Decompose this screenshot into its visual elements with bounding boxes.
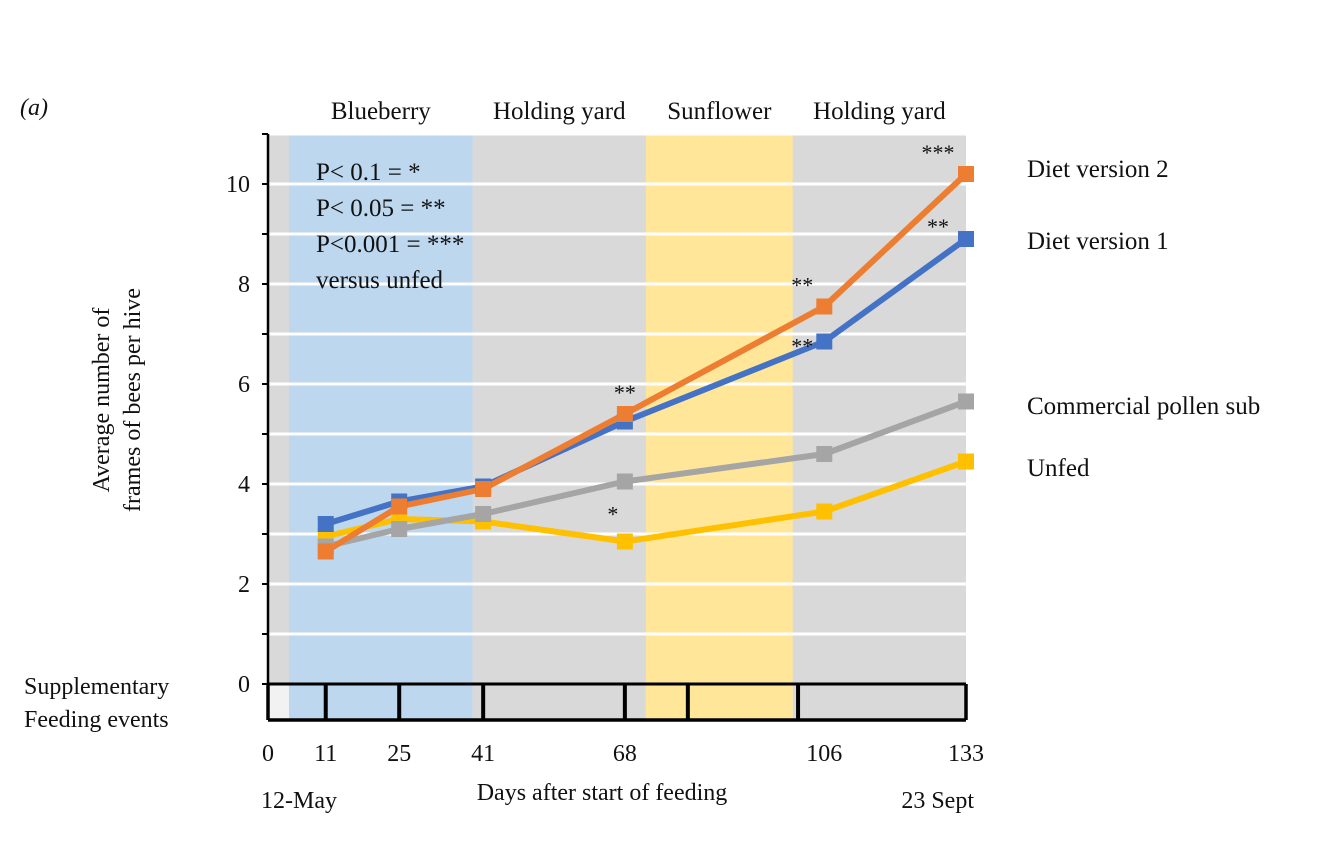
x-tick-label: 68	[613, 741, 637, 767]
date-end-label: 23 Sept	[901, 788, 974, 814]
data-point-commercial-pollen-sub	[616, 473, 633, 490]
y-tick-label: 0	[238, 672, 250, 698]
data-point-commercial-pollen-sub	[958, 393, 974, 410]
data-point-diet-version-2	[616, 406, 633, 422]
data-point-diet-version-2	[816, 298, 833, 315]
y-tick-label: 4	[238, 472, 250, 498]
data-point-diet-version-2	[475, 481, 492, 497]
season-band-sunflower	[645, 134, 793, 720]
season-label-sunflower: Sunflower	[667, 98, 772, 125]
y-tick-label: 10	[226, 172, 250, 198]
significance-note-line: P< 0.05 = **	[316, 195, 446, 222]
series-line-commercial-pollen-sub	[325, 398, 968, 550]
data-point-commercial-pollen-sub	[475, 506, 492, 522]
x-tick-label: 133	[948, 741, 984, 767]
legend-diet-version-2: Diet version 2	[1027, 156, 1169, 183]
date-start-label: 12-May	[261, 788, 337, 814]
data-point-diet-version-1	[958, 231, 974, 247]
season-band-blueberry	[288, 134, 473, 720]
data-point-diet-version-2	[958, 166, 974, 182]
data-point-unfed	[616, 533, 633, 550]
significance-marker: *	[607, 502, 618, 527]
data-point-diet-version-1	[816, 333, 833, 350]
data-point-commercial-pollen-sub	[391, 521, 408, 537]
data-point-diet-version-1	[317, 516, 334, 532]
season-band-holding-yard	[792, 134, 966, 720]
feeding-events-strip	[266, 682, 968, 722]
data-point-unfed	[958, 453, 974, 470]
feeding-label-line-1: Supplementary	[24, 674, 169, 700]
feeding-label-line-2: Feeding events	[24, 707, 169, 733]
series-lines	[324, 171, 969, 555]
y-axis-title-line-2: frames of bees per hive	[120, 288, 146, 512]
season-label-blueberry: Blueberry	[331, 98, 431, 125]
x-tick-label: 25	[387, 741, 411, 767]
legend-commercial-pollen-sub: Commercial pollen sub	[1027, 393, 1260, 420]
significance-marker: **	[791, 334, 813, 359]
significance-note-line: P<0.001 = ***	[316, 231, 464, 258]
y-tick-label: 2	[238, 572, 250, 598]
data-point-commercial-pollen-sub	[816, 446, 833, 462]
significance-marker: **	[614, 380, 636, 405]
x-tick-label: 0	[262, 741, 274, 767]
axes	[262, 133, 270, 685]
y-tick-label: 8	[238, 272, 250, 298]
season-backgrounds	[268, 134, 966, 720]
season-label-holding-yard: Holding yard	[493, 98, 626, 125]
significance-marker: **	[927, 214, 949, 239]
legend-unfed: Unfed	[1027, 455, 1090, 482]
data-point-diet-version-2	[391, 498, 408, 515]
season-label-holding-yard: Holding yard	[813, 98, 946, 125]
labels: Blueberry Holding yard Sunflower Holding ya…	[20, 95, 1260, 814]
series-line-unfed	[325, 458, 967, 545]
x-tick-label: 41	[471, 741, 495, 767]
x-tick-label: 106	[806, 741, 842, 767]
significance-marker: ***	[922, 140, 955, 165]
significance-note-line: P< 0.1 = *	[316, 159, 421, 186]
series-line-diet-version-2	[324, 171, 969, 555]
data-point-diet-version-2	[317, 543, 334, 560]
y-axis-title-line-1: Average number of	[89, 308, 115, 493]
significance-note-line: versus unfed	[316, 267, 444, 294]
x-axis-title: Days after start of feeding	[477, 780, 728, 806]
significance-marker: **	[791, 273, 813, 298]
y-tick-label: 6	[238, 372, 250, 398]
panel-label: (a)	[20, 95, 48, 121]
data-point-unfed	[816, 503, 833, 520]
series-markers	[317, 166, 974, 560]
x-tick-label: 11	[314, 741, 337, 767]
legend-diet-version-1: Diet version 1	[1027, 228, 1169, 255]
